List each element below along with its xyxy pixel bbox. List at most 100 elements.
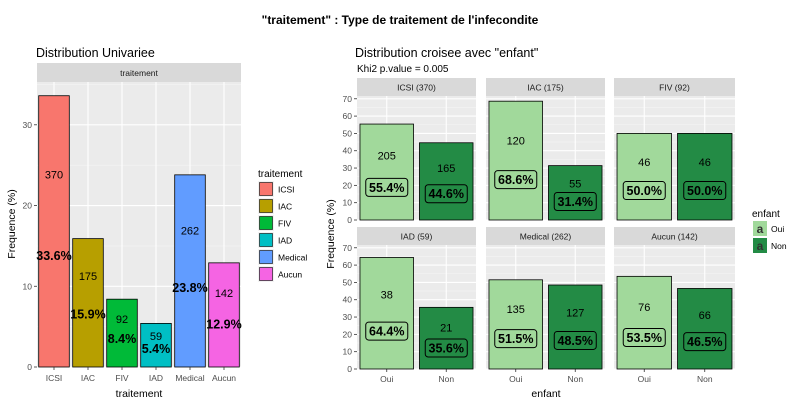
- univariate-pct-label-medical: 23.8%: [172, 281, 207, 295]
- facet-bar-icsi-370-non: [419, 142, 474, 221]
- facet-strip-label-iac-175: IAC (175): [527, 83, 564, 93]
- univariate-pct-label-aucun: 12.9%: [206, 317, 241, 331]
- facet-y-tick-label: 40: [343, 146, 353, 156]
- facet-strip-label-iad-59: IAD (59): [401, 232, 433, 242]
- univariate-bar-medical: [174, 174, 206, 368]
- facet-strip-iac-175: [486, 78, 605, 96]
- univariate-bar-iac: [72, 238, 104, 368]
- facet-pct-label-aucun-142-non: 46.5%: [687, 335, 722, 349]
- facet-x-tick-label-non: Non: [438, 374, 454, 384]
- univariate-pct-label-iac: 15.9%: [70, 307, 105, 321]
- univariate-data-labels: 370 33.6% 175 15.9% 92 8.4% 595.4% 262 23.8% 142 1…: [36, 169, 241, 356]
- univariate-legend-label-aucun: Aucun: [278, 270, 302, 280]
- facet-pct-label-medical-262-oui: 51.5%: [498, 332, 533, 346]
- facet-y-tick-label: 70: [343, 243, 353, 253]
- facet-count-label-iac-175-non: 55: [569, 179, 581, 191]
- facet-count-label-aucun-142-oui: 76: [638, 302, 650, 314]
- facet-count-label-aucun-142-non: 66: [699, 310, 711, 322]
- facet-pct-box-aucun-142-oui: [622, 327, 666, 347]
- facet-aucun-142: Aucun (142) Oui Non 76 53.5% 66 46.5%: [614, 227, 735, 384]
- univariate-pct-label-fiv: 8.4%: [108, 332, 137, 346]
- univariate-x-tick-label-iac: IAC: [81, 373, 95, 383]
- facet-pct-box-icsi-370-oui: [365, 177, 409, 197]
- univariate-legend-swatch-aucun: [259, 267, 273, 281]
- facet-icsi-370: ICSI (370) 0 10 20 30 40 50 60 70 205 55.4% 165 44.6…: [343, 78, 476, 225]
- univariate-bar-icsi: [38, 95, 70, 368]
- univariate-strip-label: traitement: [120, 68, 158, 78]
- univariate-legend-label-medical: Medical: [278, 253, 307, 263]
- univariate-legend-swatch-medical: [259, 250, 273, 264]
- facet-strip-label-aucun-142: Aucun (142): [651, 232, 697, 242]
- facet-y-tick-label: 20: [343, 329, 353, 339]
- facet-bar-iad-59-oui: [359, 257, 414, 370]
- crossed-title: Distribution croisee avec "enfant": [355, 46, 538, 60]
- univariate-y-tick-label: 10: [23, 281, 33, 291]
- univariate-x-axis-title: traitement: [116, 388, 163, 400]
- facet-count-label-medical-262-oui: 135: [507, 304, 525, 316]
- univariate-legend-swatch-iad: [259, 233, 273, 247]
- univariate-legend-swatch-iac: [259, 199, 273, 213]
- facet-pct-label-iad-59-non: 35.6%: [429, 342, 464, 356]
- crossed-legend-label-non: Non: [771, 241, 787, 251]
- facet-x-tick-label-non: Non: [697, 374, 713, 384]
- facet-pct-box-aucun-142-non: [683, 332, 727, 352]
- facet-pct-label-icsi-370-oui: 55.4%: [369, 181, 404, 195]
- facet-count-label-iad-59-non: 21: [440, 323, 452, 335]
- univariate-legend-label-iad: IAD: [278, 236, 292, 246]
- facet-count-label-icsi-370-non: 165: [437, 163, 455, 175]
- facet-bar-iac-175-oui: [488, 100, 543, 221]
- facet-strip-label-medical-262: Medical (262): [520, 232, 572, 242]
- crossed-chart: Distribution croisee avec "enfant" Khi2 …: [325, 46, 787, 400]
- facet-bar-aucun-142-non: [677, 288, 733, 370]
- univariate-plot-background: [37, 82, 241, 367]
- facet-x-tick-label-non: Non: [567, 374, 583, 384]
- facet-strip-aucun-142: [614, 227, 735, 245]
- facet-y-tick-label: 10: [343, 198, 353, 208]
- facet-pct-box-medical-262-oui: [494, 329, 538, 349]
- crossed-facets: ICSI (370) 0 10 20 30 40 50 60 70 205 55.4% 165 44.6…: [343, 78, 735, 384]
- univariate-chart: Distribution Univariee traitement 370 33.…: [6, 46, 307, 400]
- univariate-count-label-iac: 175: [79, 271, 97, 283]
- facet-y-tick-label: 0: [347, 215, 352, 225]
- facet-pct-box-iad-59-non: [424, 338, 468, 358]
- crossed-legend-label-oui: Oui: [771, 224, 784, 234]
- univariate-count-label-aucun: 142: [215, 288, 233, 300]
- facet-medical-262: Medical (262) Oui Non 135 51.5% 127 48.5%: [486, 227, 605, 384]
- facet-strip-label-fiv-92: FIV (92): [659, 83, 690, 93]
- facet-pct-box-iac-175-oui: [494, 170, 538, 190]
- univariate-pct-label-icsi: 33.6%: [36, 249, 71, 263]
- facet-y-tick-label: 30: [343, 312, 353, 322]
- facet-pct-label-fiv-92-oui: 50.0%: [627, 184, 662, 198]
- facet-count-label-fiv-92-oui: 46: [638, 157, 650, 169]
- crossed-x-axis-title: enfant: [531, 388, 560, 400]
- facet-y-tick-label: 50: [343, 277, 353, 287]
- facet-strip-label-icsi-370: ICSI (370): [397, 83, 436, 93]
- facet-pct-label-icsi-370-non: 44.6%: [429, 187, 464, 201]
- univariate-y-tick-label: 30: [23, 120, 33, 130]
- facet-pct-box-fiv-92-non: [683, 181, 727, 201]
- univariate-count-label-fiv: 92: [116, 314, 128, 326]
- univariate-x-tick-label-aucun: Aucun: [212, 373, 236, 383]
- univariate-strip: [37, 63, 241, 82]
- facet-y-tick-label: 70: [343, 94, 353, 104]
- facet-y-tick-label: 10: [343, 347, 353, 357]
- facet-pct-label-iac-175-oui: 68.6%: [498, 173, 533, 187]
- facet-strip-fiv-92: [614, 78, 735, 96]
- facet-y-tick-label: 50: [343, 128, 353, 138]
- facet-y-tick-label: 20: [343, 180, 353, 190]
- facet-pct-box-iac-175-non: [553, 192, 597, 212]
- facet-bar-fiv-92-oui: [616, 133, 672, 221]
- univariate-legend-label-icsi: ICSI: [278, 185, 295, 195]
- facet-count-label-iac-175-oui: 120: [507, 135, 525, 147]
- facet-y-tick-label: 40: [343, 295, 353, 305]
- facet-strip-iad-59: [357, 227, 476, 245]
- facet-x-tick-label-oui: Oui: [380, 374, 393, 384]
- facet-y-tick-label: 0: [347, 364, 352, 374]
- facet-bar-icsi-370-oui: [359, 123, 414, 221]
- univariate-x-tick-label-icsi: ICSI: [46, 373, 63, 383]
- facet-pct-label-iac-175-non: 31.4%: [558, 195, 593, 209]
- figure-title: "traitement" : Type de traitement de l'i…: [262, 13, 539, 27]
- facet-pct-label-fiv-92-non: 50.0%: [687, 184, 722, 198]
- facet-bar-iad-59-non: [419, 306, 474, 370]
